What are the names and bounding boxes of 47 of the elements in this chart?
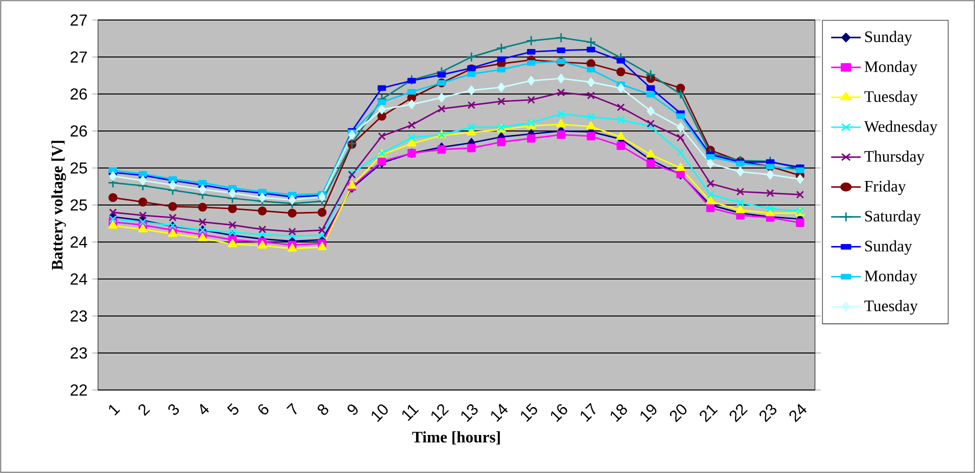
y-tick-label: 24 [70,273,88,285]
y-tick-label: 26 [70,88,87,100]
x-tick-label: 15 [520,403,538,422]
y-tick-label: 22 [70,384,87,396]
x-tick-label: 1 [109,404,120,416]
y-tick-label: 24 [70,236,88,248]
x-tick-label: 5 [227,403,238,415]
x-tick-label: 9 [348,404,358,415]
x-tick-label: 7 [286,402,297,414]
x-tick-label: 3 [168,404,179,415]
legend-label: Tuesday [864,300,918,315]
legend-label: Friday [864,180,906,195]
y-axis-title: Battery voltage [V] [51,140,66,270]
legend-label: Sunday [865,30,912,46]
x-tick-label: 8 [318,404,328,415]
x-tick-label: 11 [402,404,419,422]
x-tick-label: 4 [200,404,209,414]
y-tick-label: 27 [70,14,87,26]
x-tick-label: 20 [670,404,686,422]
x-tick-label: 13 [461,404,478,422]
legend-label: Wednesday [864,120,938,136]
x-tick-label: 10 [372,404,388,422]
legend-label: Tuesday [864,90,918,106]
x-tick-label: 16 [550,404,568,422]
legend-label: Monday [864,270,918,285]
legend-label: Sunday [865,240,912,255]
legend-label: Monday [864,60,918,76]
x-tick-label: 12 [431,404,449,422]
y-tick-label: 23 [70,347,87,359]
x-tick-label: 17 [580,402,596,422]
legend-label: Saturday [865,210,921,225]
x-tick-label: 23 [760,404,776,422]
x-tick-label: 18 [610,404,628,422]
x-axis-title: Time [hours] [412,431,500,444]
x-tick-label: 22 [730,404,748,422]
x-tick-label: 21 [700,404,718,422]
x-tick-label: 19 [640,404,656,422]
y-tick-label: 25 [70,199,87,211]
y-tick-label: 25 [70,162,87,174]
y-tick-label: 23 [70,310,87,322]
y-tick-label: 27 [70,51,87,63]
x-tick-label: 2 [138,404,150,416]
x-tick-label: 6 [258,404,268,414]
legend-label: Thursday [864,150,925,166]
x-tick-label: 24 [789,404,807,422]
x-tick-label: 14 [491,404,508,422]
y-tick-label: 26 [70,125,87,137]
